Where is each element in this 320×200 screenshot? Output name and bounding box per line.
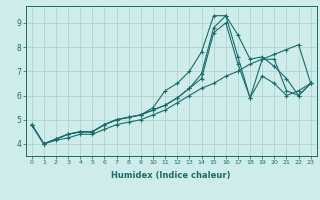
X-axis label: Humidex (Indice chaleur): Humidex (Indice chaleur) [111,171,231,180]
